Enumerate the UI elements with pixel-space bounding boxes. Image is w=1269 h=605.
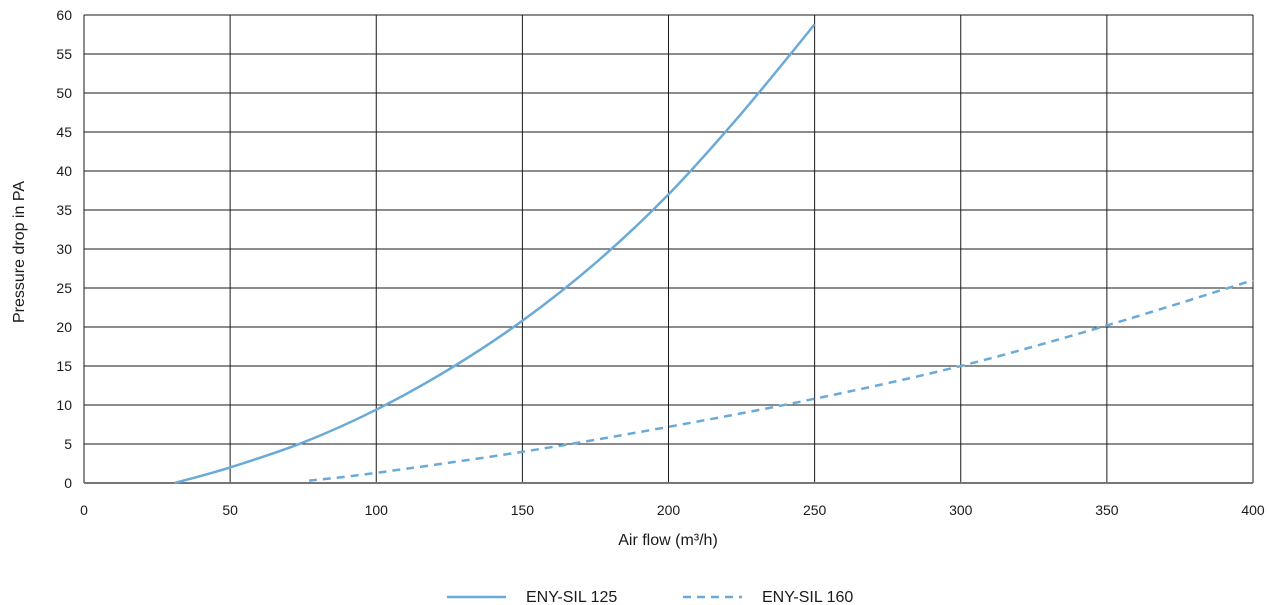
y-tick-15: 15	[56, 358, 72, 374]
legend-label-eny-sil-125: ENY-SIL 125	[526, 589, 617, 605]
y-tick-50: 50	[56, 85, 72, 101]
x-tick-0: 0	[80, 502, 88, 518]
legend: ENY-SIL 125 ENY-SIL 160	[447, 589, 853, 605]
grid-lines	[83, 14, 1254, 484]
y-tick-35: 35	[56, 202, 72, 218]
x-tick-labels: 0 50 100 150 200 250 300 350 400	[80, 502, 1265, 518]
x-tick-50: 50	[222, 502, 238, 518]
x-tick-300: 300	[949, 502, 973, 518]
x-tick-350: 350	[1095, 502, 1119, 518]
x-tick-200: 200	[657, 502, 681, 518]
x-tick-150: 150	[511, 502, 535, 518]
y-tick-20: 20	[56, 319, 72, 335]
x-tick-100: 100	[365, 502, 389, 518]
y-tick-60: 60	[56, 7, 72, 23]
y-tick-55: 55	[56, 46, 72, 62]
x-tick-400: 400	[1241, 502, 1265, 518]
y-tick-10: 10	[56, 397, 72, 413]
series-line-eny-sil-160	[308, 279, 1254, 482]
x-tick-250: 250	[803, 502, 827, 518]
y-axis-title: Pressure drop in PA	[11, 181, 28, 323]
series-lines	[174, 23, 1254, 485]
legend-label-eny-sil-160: ENY-SIL 160	[762, 589, 853, 605]
y-tick-40: 40	[56, 163, 72, 179]
x-axis-title: Air flow (m³/h)	[618, 532, 718, 549]
y-tick-45: 45	[56, 124, 72, 140]
y-tick-labels: 0 5 10 15 20 25 30 35 40 45 50 55 60	[56, 7, 72, 491]
y-tick-0: 0	[64, 475, 72, 491]
y-tick-30: 30	[56, 241, 72, 257]
y-tick-5: 5	[64, 436, 72, 452]
y-tick-25: 25	[56, 280, 72, 296]
series-line-eny-sil-125	[174, 23, 816, 485]
